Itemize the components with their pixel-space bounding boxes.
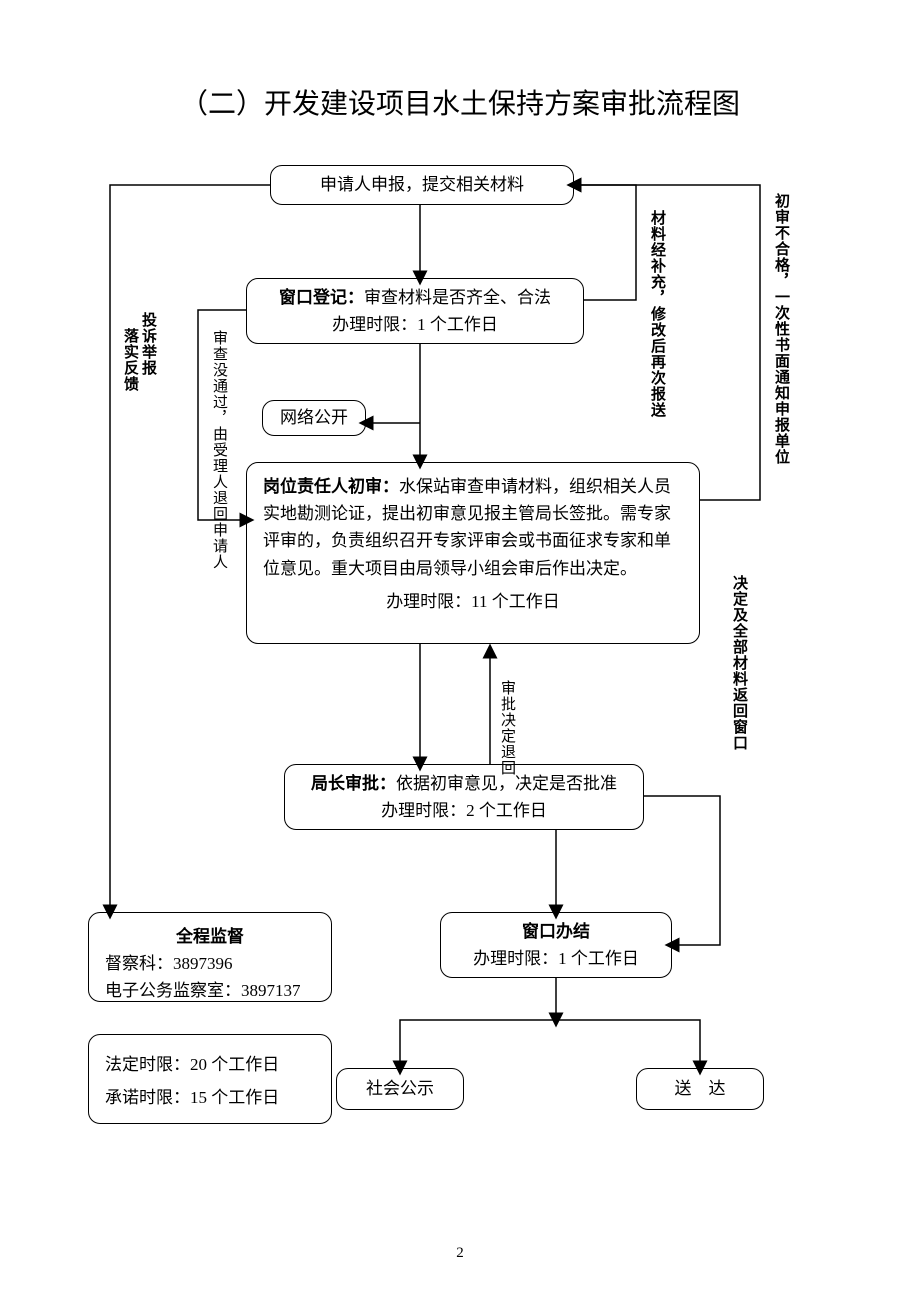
node-supervise-line1: 督察科：3897396	[105, 950, 315, 977]
node-submit-label: 申请人申报，提交相关材料	[320, 171, 524, 198]
vlabel-complaint-col2: 落实反馈	[121, 328, 139, 392]
page-title: （二）开发建设项目水土保持方案审批流程图	[0, 82, 920, 122]
node-director: 局长审批：依据初审意见，决定是否批准 办理时限：2 个工作日	[284, 764, 644, 830]
node-submit: 申请人申报，提交相关材料	[270, 165, 574, 205]
vlabel-allback-col1: 决定及全部材料返回窗口	[730, 575, 748, 751]
node-network: 网络公开	[262, 400, 366, 436]
node-deliver: 送 达	[636, 1068, 764, 1110]
node-wclose-title: 窗口办结	[522, 918, 590, 945]
vlabel-redo-col1: 定退回	[498, 728, 516, 776]
node-times: 法定时限：20 个工作日 承诺时限：15 个工作日	[88, 1034, 332, 1124]
node-supervise-line2: 电子公务监察室：3897137	[105, 977, 315, 1004]
node-supervise-title: 全程监督	[105, 923, 315, 950]
node-window-close: 窗口办结 办理时限：1 个工作日	[440, 912, 672, 978]
node-register: 窗口登记：审查材料是否齐全、合法 办理时限：1 个工作日	[246, 278, 584, 344]
node-times-line1: 法定时限：20 个工作日	[105, 1051, 315, 1078]
node-initial-bold: 岗位责任人初审：	[263, 477, 399, 496]
vlabel-complaint: 投诉举报 落实反馈	[121, 312, 157, 392]
node-deliver-label: 送 达	[675, 1075, 726, 1102]
vlabel-supplement-col1: 材料经补充，修改后再次报送	[648, 210, 666, 418]
node-public-label: 社会公示	[366, 1075, 434, 1102]
vlabel-fail: 初审不合格，一次性书面通知申报单位	[772, 193, 790, 465]
vlabel-fail-col1: 初审不合格，一次性书面通知申报单位	[772, 193, 790, 465]
node-supervise: 全程监督 督察科：3897396 电子公务监察室：3897137	[88, 912, 332, 1002]
vlabel-allback: 决定及全部材料返回窗口	[730, 575, 748, 751]
node-director-bold: 局长审批：	[311, 774, 396, 793]
vlabel-return: 审查没通过， 由受理人退回申请人	[210, 330, 228, 570]
node-register-bold: 窗口登记：	[279, 288, 364, 307]
vlabel-return-col1: 由受理人退回申请人	[210, 426, 228, 570]
node-public: 社会公示	[336, 1068, 464, 1110]
node-register-deadline: 办理时限：1 个工作日	[332, 311, 498, 338]
vlabel-supplement: 材料经补充，修改后再次报送	[648, 210, 666, 418]
node-director-text: 依据初审意见，决定是否批准	[396, 774, 617, 793]
page-number: 2	[0, 1245, 920, 1262]
vlabel-return-col2: 审查没通过，	[210, 330, 228, 426]
node-initial-deadline: 办理时限：11 个工作日	[263, 588, 683, 615]
node-network-label: 网络公开	[280, 404, 348, 431]
vlabel-redo-col2: 审批决	[498, 680, 516, 728]
vlabel-redo: 审批决 定退回	[498, 680, 516, 776]
vlabel-complaint-col1: 投诉举报	[139, 312, 157, 392]
node-initial: 岗位责任人初审：水保站审查申请材料，组织相关人员实地勘测论证，提出初审意见报主管…	[246, 462, 700, 644]
node-director-deadline: 办理时限：2 个工作日	[381, 797, 547, 824]
node-register-text: 审查材料是否齐全、合法	[364, 288, 551, 307]
node-times-line2: 承诺时限：15 个工作日	[105, 1084, 315, 1111]
node-wclose-deadline: 办理时限：1 个工作日	[473, 945, 639, 972]
